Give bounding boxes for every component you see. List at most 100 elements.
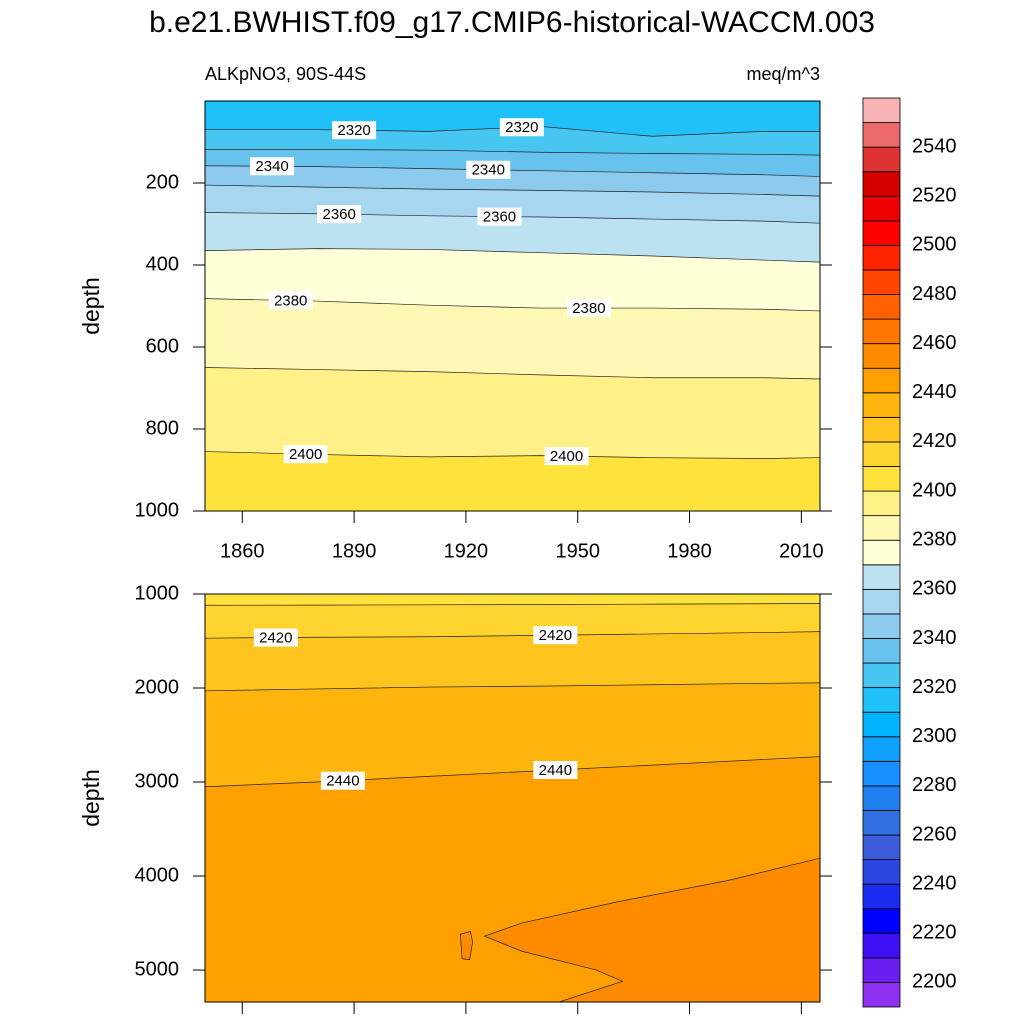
colorbar-box: [862, 613, 901, 639]
colorbar-box: [862, 859, 901, 885]
colorbar-box: [862, 269, 901, 295]
plot-frame: [204, 593, 821, 1003]
contour-line: [205, 248, 820, 263]
plot-area: [205, 594, 820, 1002]
contour-label: 2320: [505, 119, 538, 136]
colorbar-box: [862, 441, 901, 467]
contour-label-box: [533, 760, 578, 779]
colorbar-box: [862, 932, 901, 959]
contour-label: 2440: [326, 773, 359, 790]
colorbar-box: [862, 785, 901, 811]
contour-label-box: [533, 626, 578, 645]
x-tick-label: 1860: [220, 540, 265, 562]
colorbar-box: [862, 957, 901, 983]
y-tick-label: 4000: [135, 864, 180, 886]
x-tick-label: 1920: [444, 540, 489, 562]
x-tick-label: 1890: [332, 540, 377, 562]
contour-label: 2380: [572, 300, 605, 317]
colorbar-box: [862, 245, 901, 271]
colorbar-tick-label: 2400: [912, 479, 957, 501]
colorbar-tick-label: 2320: [912, 676, 957, 698]
colorbar-tick-label: 2540: [912, 135, 957, 157]
colorbar-tick-label: 2280: [912, 774, 957, 796]
colorbar-tick-label: 2380: [912, 528, 957, 550]
chart-title: b.e21.BWHIST.f09_g17.CMIP6-historical-WA…: [149, 6, 875, 39]
colorbar-tick-label: 2300: [912, 725, 957, 747]
contour-label-box: [466, 160, 511, 179]
colorbar-tick-label: 2260: [912, 823, 957, 845]
colorbar-tick-label: 2460: [912, 332, 957, 354]
colorbar-box: [862, 367, 901, 394]
contour-line: [459, 931, 473, 961]
colorbar-box: [862, 883, 901, 910]
colorbar-box: [862, 908, 901, 934]
colorbar-box: [862, 490, 901, 517]
contour-line: [205, 165, 820, 177]
contour-line: [205, 298, 820, 312]
colorbar-box: [862, 416, 901, 443]
colorbar-box: [862, 834, 901, 860]
colorbar-box: [862, 638, 901, 664]
contour-label: 2340: [255, 158, 288, 175]
contour-line: [205, 212, 820, 224]
colorbar-tick-label: 2340: [912, 627, 957, 649]
contour-label-box: [544, 447, 589, 466]
contour-label-box: [317, 205, 362, 224]
y-tick-label: 3000: [135, 770, 180, 792]
y-tick-label: 2000: [135, 676, 180, 698]
colorbar-box: [862, 171, 901, 197]
colorbar-box: [862, 982, 901, 1008]
y-tick-label: 800: [146, 417, 179, 439]
contour-label: 2380: [274, 292, 307, 309]
subtitle-right: meq/m^3: [747, 64, 820, 84]
contour-label-box: [283, 445, 328, 464]
colorbar-box: [862, 122, 901, 148]
colorbar-box: [862, 294, 901, 320]
contour-label-box: [477, 207, 522, 226]
contour-line: [205, 603, 820, 606]
contour-label: 2420: [259, 630, 292, 647]
colorbar-tick-label: 2240: [912, 872, 957, 894]
contour-label: 2440: [539, 762, 572, 779]
colorbar-tick-label: 2440: [912, 381, 957, 403]
y-tick-label: 5000: [135, 958, 180, 980]
colorbar-box: [862, 810, 901, 836]
y-axis-label: depth: [78, 769, 104, 827]
x-tick-label: 2010: [779, 540, 824, 562]
colorbar-box: [862, 662, 901, 689]
colorbar-tick-label: 2520: [912, 185, 957, 207]
contour-label-box: [253, 628, 298, 647]
colorbar-tick-label: 2360: [912, 578, 957, 600]
y-tick-label: 1000: [135, 582, 180, 604]
subtitle-left: ALKpNO3, 90S-44S: [205, 64, 366, 84]
colorbar-tick-label: 2480: [912, 283, 957, 305]
colorbar-box: [862, 515, 901, 541]
contour-label-box: [268, 291, 313, 310]
contour-line: [205, 149, 820, 156]
y-tick-label: 600: [146, 335, 179, 357]
y-tick-label: 200: [146, 171, 179, 193]
colorbar-box: [862, 318, 901, 345]
contour-label: 2360: [483, 209, 516, 226]
contour-label: 2320: [337, 122, 370, 139]
contour-label: 2360: [322, 206, 355, 223]
colorbar-box: [862, 343, 901, 369]
colorbar-box: [862, 588, 901, 615]
contour-label-box: [332, 121, 377, 140]
y-tick-label: 1000: [135, 499, 180, 521]
colorbar-box: [862, 760, 901, 787]
x-tick-label: 1950: [555, 540, 600, 562]
colorbar-box: [862, 392, 901, 418]
contour-label-box: [250, 157, 295, 176]
colorbar-tick-label: 2200: [912, 971, 957, 993]
contour-line: [205, 367, 820, 380]
contour-label-box: [320, 771, 365, 790]
colorbar-tick-label: 2420: [912, 430, 957, 452]
plot-frame: [204, 100, 821, 512]
colorbar-box: [862, 539, 901, 566]
contour-fill: [460, 931, 473, 960]
contour-label: 2400: [550, 448, 583, 465]
colorbar-box: [862, 687, 901, 713]
contour-line: [483, 857, 820, 1002]
colorbar-box: [862, 220, 901, 246]
